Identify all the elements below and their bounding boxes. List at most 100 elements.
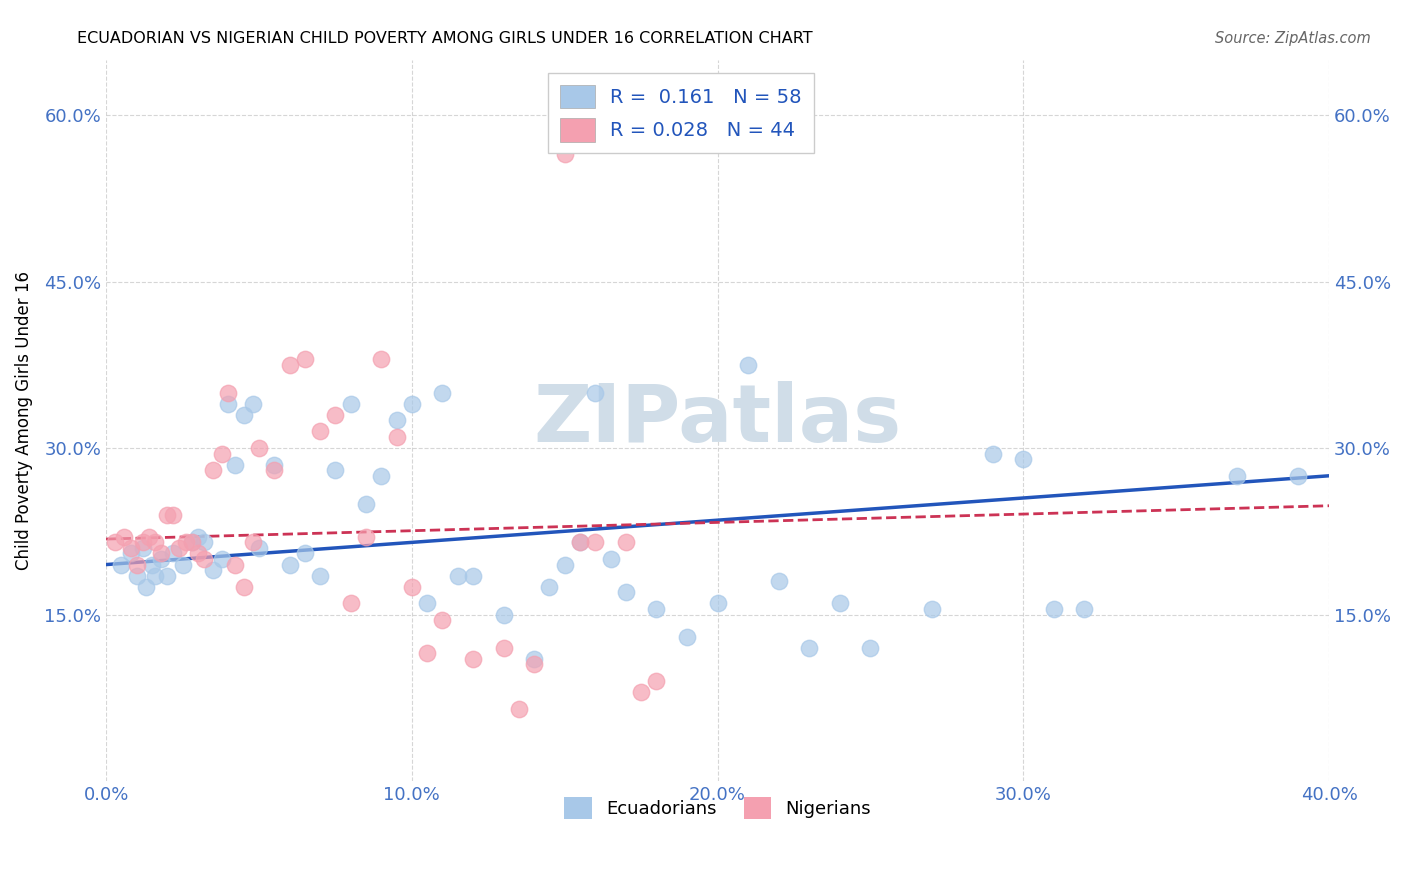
Point [217,385,239,400]
Point [370,352,392,367]
Point [339,596,361,610]
Text: ZIPatlas: ZIPatlas [533,381,901,459]
Point [132,535,155,549]
Point [125,568,148,582]
Point [523,657,546,672]
Point [120,541,142,555]
Point [799,640,821,655]
Point [614,585,637,599]
Point [538,580,561,594]
Point [461,568,484,582]
Point [645,602,668,616]
Point [416,646,439,660]
Point [309,425,332,439]
Point [981,447,1004,461]
Point [172,558,194,572]
Point [737,358,759,372]
Point [447,568,470,582]
Point [1286,468,1309,483]
Point [645,674,668,689]
Point [193,535,215,549]
Point [162,546,184,560]
Point [263,463,285,477]
Point [492,607,515,622]
Point [180,535,202,549]
Point [569,535,592,549]
Point [202,563,225,577]
Point [461,652,484,666]
Point [325,408,347,422]
Point [114,530,136,544]
Point [599,552,621,566]
Point [193,552,215,566]
Point [630,685,652,699]
Point [385,430,408,444]
Point [569,535,592,549]
Point [150,546,173,560]
Point [211,552,233,566]
Point [401,397,423,411]
Point [224,458,246,472]
Point [309,568,332,582]
Point [325,463,347,477]
Point [1226,468,1249,483]
Point [768,574,790,589]
Point [385,413,408,427]
Point [247,541,270,555]
Point [416,596,439,610]
Text: Source: ZipAtlas.com: Source: ZipAtlas.com [1215,31,1371,46]
Point [339,397,361,411]
Point [217,397,239,411]
Text: ECUADORIAN VS NIGERIAN CHILD POVERTY AMONG GIRLS UNDER 16 CORRELATION CHART: ECUADORIAN VS NIGERIAN CHILD POVERTY AMO… [77,31,813,46]
Point [614,535,637,549]
Point [143,535,166,549]
Point [104,535,127,549]
Point [263,458,285,472]
Point [180,535,202,549]
Point [247,441,270,455]
Point [294,352,316,367]
Point [224,558,246,572]
Point [232,408,254,422]
Point [583,385,606,400]
Point [492,640,515,655]
Point [156,508,179,522]
Point [242,397,264,411]
Point [278,558,301,572]
Point [125,558,148,572]
Point [676,630,699,644]
Point [706,596,728,610]
Point [1012,452,1035,467]
Point [187,530,209,544]
Point [1043,602,1066,616]
Point [921,602,943,616]
Point [202,463,225,477]
Point [354,530,377,544]
Point [354,497,377,511]
Point [401,580,423,594]
Point [169,541,191,555]
Point [132,541,155,555]
Point [828,596,851,610]
Legend: Ecuadorians, Nigerians: Ecuadorians, Nigerians [557,789,877,826]
Point [554,558,576,572]
Point [232,580,254,594]
Point [138,530,160,544]
Point [432,613,454,627]
Point [187,546,209,560]
Point [583,535,606,549]
Point [554,147,576,161]
Point [1073,602,1095,616]
Point [294,546,316,560]
Point [211,447,233,461]
Point [523,652,546,666]
Point [162,508,184,522]
Point [141,558,163,572]
Point [150,552,173,566]
Point [156,568,179,582]
Point [242,535,264,549]
Point [120,546,142,560]
Point [278,358,301,372]
Point [508,702,530,716]
Point [174,535,197,549]
